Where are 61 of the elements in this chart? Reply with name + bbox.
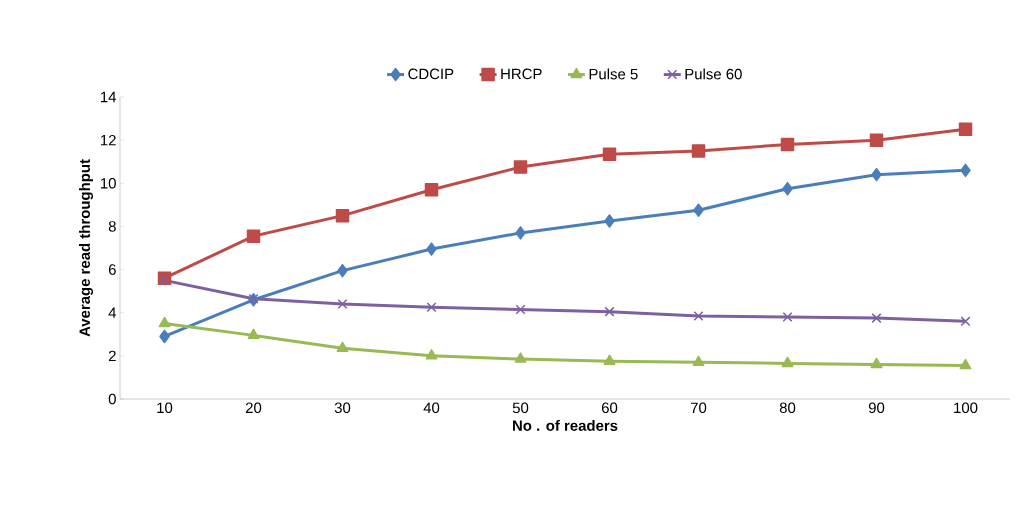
- point: [337, 263, 348, 278]
- point: [958, 122, 973, 137]
- point: [960, 163, 971, 178]
- point: [246, 229, 261, 243]
- point: [515, 304, 526, 315]
- point: [159, 329, 170, 344]
- point: [693, 310, 704, 321]
- x-tick-label: 80: [779, 402, 796, 414]
- x-tick-label: 10: [157, 402, 173, 414]
- legend-label: CDCIP: [408, 68, 454, 80]
- y-tick-label: 0: [108, 393, 116, 405]
- point: [424, 183, 439, 197]
- x-tick-label: 60: [601, 402, 618, 414]
- legend-label: Pulse 60: [685, 68, 742, 80]
- point: [871, 167, 882, 182]
- point: [604, 214, 615, 228]
- point: [336, 341, 349, 353]
- point: [335, 208, 350, 223]
- point: [604, 306, 615, 317]
- point: [425, 349, 438, 360]
- point: [247, 328, 260, 340]
- point: [869, 133, 884, 147]
- x-tick-label: 50: [512, 402, 529, 414]
- x-axis-title: No . of readers: [513, 419, 618, 431]
- legend-label: Pulse 5: [589, 68, 638, 80]
- point: [693, 203, 704, 217]
- x-tick-label: 70: [690, 402, 707, 414]
- y-tick-label: 12: [101, 134, 116, 146]
- point: [515, 226, 526, 240]
- x-tick-label: 20: [245, 402, 262, 414]
- point: [158, 316, 171, 328]
- point: [782, 312, 793, 323]
- point: [780, 137, 795, 152]
- x-tick-label: 100: [954, 402, 978, 414]
- point: [782, 181, 793, 196]
- x-tick-label: 90: [868, 402, 885, 414]
- point: [514, 352, 527, 363]
- y-tick-label: 2: [108, 350, 116, 362]
- y-tick-label: 10: [101, 177, 116, 189]
- point: [692, 355, 705, 367]
- point: [603, 354, 616, 365]
- y-tick-label: 6: [108, 264, 116, 275]
- point: [602, 147, 617, 161]
- point: [959, 358, 972, 370]
- y-tick-label: 8: [108, 221, 116, 232]
- point: [871, 313, 882, 324]
- point: [781, 356, 794, 368]
- point: [960, 316, 971, 327]
- point: [870, 357, 883, 369]
- point: [513, 160, 528, 174]
- y-axis-title: Average read throughput: [79, 159, 94, 337]
- y-tick-label: 4: [108, 307, 117, 318]
- point: [426, 242, 437, 256]
- x-tick-label: 30: [334, 402, 351, 414]
- point: [426, 302, 437, 313]
- point: [337, 299, 348, 310]
- point: [691, 144, 706, 158]
- y-tick-label: 14: [101, 91, 117, 103]
- x-tick-label: 40: [423, 402, 440, 414]
- point: [159, 275, 170, 286]
- legend-label: HRCP: [501, 68, 542, 80]
